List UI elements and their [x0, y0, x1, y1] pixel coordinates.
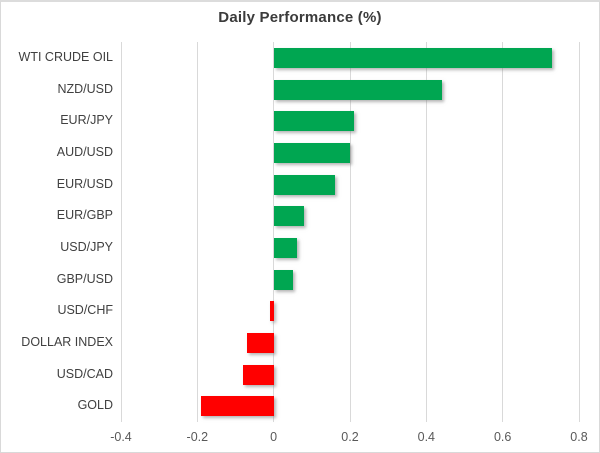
category-label-eur-usd: EUR/USD [56, 176, 113, 191]
bar-usd-cad [243, 364, 274, 385]
category-label-usd-cad: USD/CAD [56, 366, 113, 381]
category-label-gbp-usd: GBP/USD [56, 271, 113, 286]
category-label-wti-crude-oil: WTI CRUDE OIL [18, 50, 113, 64]
gridline--0.2 [196, 42, 198, 422]
category-label-usd-chf: USD/CHF [57, 303, 113, 318]
x-tick-label-0.6: 0.6 [493, 430, 512, 444]
gridline-0.8 [578, 42, 580, 422]
gridline-0 [273, 42, 275, 422]
category-label-usd-jpy: USD/JPY [60, 240, 113, 254]
bar-dollar-index [246, 332, 274, 353]
category-label-gold: GOLD [77, 398, 113, 413]
bar-gbp-usd [273, 269, 293, 290]
category-label-nzd-usd: NZD/USD [57, 81, 113, 96]
bar-eur-gbp [273, 206, 305, 227]
category-label-dollar-index: DOLLAR INDEX [21, 335, 113, 349]
gridline-0.4 [425, 42, 427, 422]
bar-nzd-usd [273, 79, 442, 100]
x-tick-label--0.4: -0.4 [110, 430, 132, 444]
bar-wti-crude-oil [273, 47, 553, 68]
x-tick-label-0.2: 0.2 [341, 430, 359, 444]
gridline-0.6 [502, 42, 504, 422]
x-tick-label-0: 0 [270, 430, 278, 444]
bar-usd-jpy [273, 237, 297, 258]
bar-eur-jpy [273, 111, 354, 132]
x-tick-label-0.4: 0.4 [417, 430, 436, 444]
gridline--0.4 [120, 42, 122, 422]
bar-aud-usd [273, 142, 350, 163]
bar-usd-chf [269, 301, 274, 322]
gridline-0.2 [349, 42, 351, 422]
bar-gold [201, 396, 274, 417]
bar-eur-usd [273, 174, 335, 195]
x-tick-label-0.8: 0.8 [570, 430, 588, 444]
x-tick-label--0.2: -0.2 [186, 430, 209, 444]
category-label-eur-jpy: EUR/JPY [60, 113, 113, 128]
chart-title: Daily Performance (%) [218, 9, 382, 26]
category-label-eur-gbp: EUR/GBP [56, 208, 113, 223]
category-label-aud-usd: AUD/USD [56, 145, 113, 159]
